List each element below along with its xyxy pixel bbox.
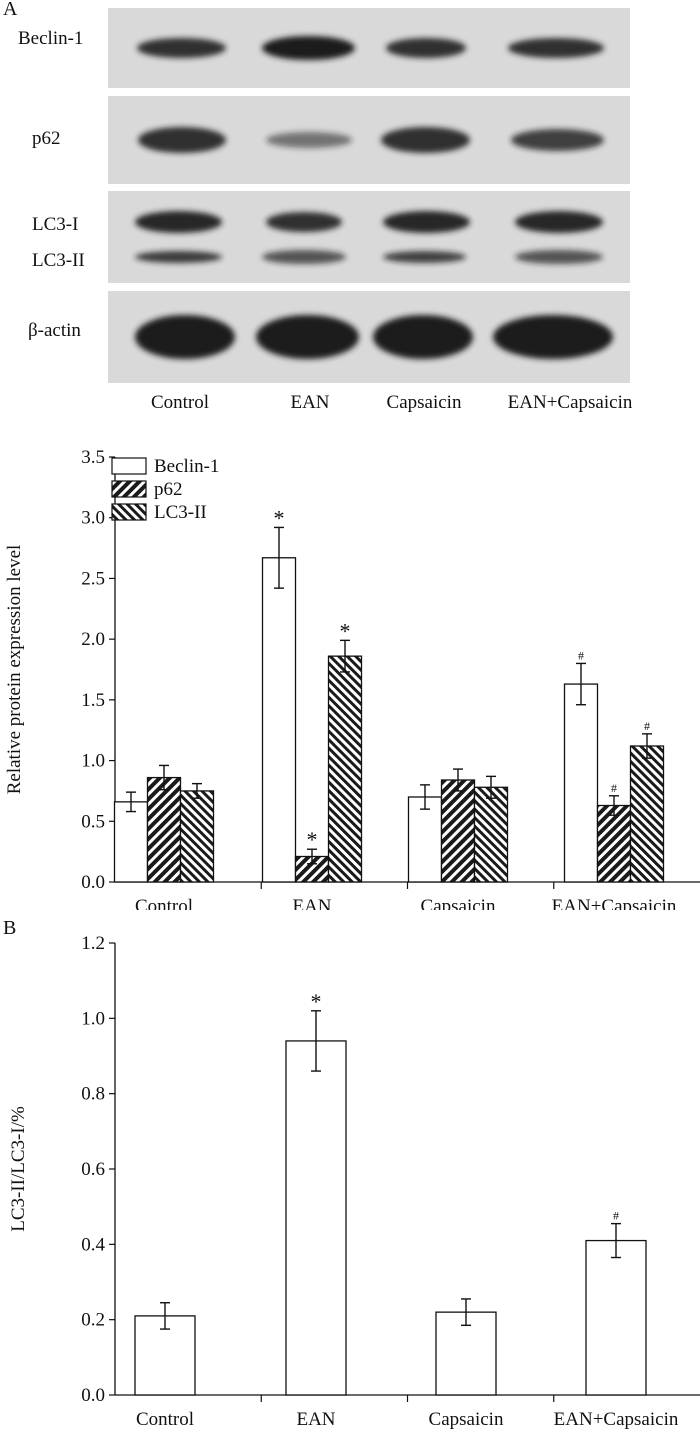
significance-hash: #: [611, 781, 617, 795]
blot-row-p62-band: [138, 127, 226, 153]
y-tick-label: 2.5: [81, 568, 105, 589]
y-axis-title: Relative protein expression level: [4, 545, 25, 795]
bar-p62: [146, 776, 182, 883]
bar-lc3-ii: [629, 745, 665, 883]
bar-lc3-ii-lc3-i: [285, 1040, 347, 1396]
y-tick-label: 3.0: [81, 508, 105, 529]
blot-row-beta-actin-band: [373, 315, 473, 359]
y-axis-title: LC3-II/LC3-I/%: [8, 1106, 29, 1232]
x-tick-label: EAN+Capsaicin: [552, 896, 677, 910]
bar-lc3-ii: [473, 786, 509, 883]
blot-row-beta-actin-band: [135, 315, 235, 359]
significance-star: *: [340, 618, 351, 643]
blot-row-lc3-ii-band: [383, 251, 466, 263]
bar-lc3-ii-lc3-i: [585, 1239, 647, 1396]
bar-p62: [294, 855, 330, 883]
lc3-ratio-chart: 0.0 0.2 0.4 0.6 0.8 1.0 1.2 LC3-II/LC3-I/% Contr…: [8, 933, 700, 1430]
blot-label-beclin: Beclin-1: [18, 28, 84, 49]
blot-row-lc3-membrane: [108, 191, 630, 283]
bar-p62: [596, 804, 632, 883]
blot-row-lc3-band: [266, 212, 342, 232]
y-tick-label: 1.2: [81, 933, 105, 954]
panel-a-label: A: [3, 0, 18, 20]
x-tick-label: Capsaicin: [429, 1409, 504, 1430]
blot-row-lc3-band: [135, 211, 222, 233]
x-tick-label: Control: [136, 1409, 194, 1430]
blot-row-lc3-ii-band: [515, 250, 603, 264]
y-tick-label: 0.4: [81, 1234, 105, 1255]
y-tick-label: 0.2: [81, 1310, 105, 1331]
x-tick-label: EAN: [292, 896, 331, 910]
bar-lc3-ii: [327, 655, 363, 883]
y-tick-label: 2.0: [81, 629, 105, 650]
x-tick-label: EAN+Capsaicin: [554, 1409, 679, 1430]
protein-expression-chart: 0.0 0.5 1.0 1.5 2.0 2.5 3.0 3.5 Relative protein…: [4, 447, 700, 910]
y-tick-label: 1.0: [81, 1008, 105, 1029]
blot-row-p62-band: [381, 127, 470, 153]
y-tick-label: 0.0: [81, 1385, 105, 1406]
y-tick-label: 3.5: [81, 447, 105, 468]
legend-label: p62: [154, 479, 183, 500]
x-tick-label: Control: [135, 896, 193, 910]
legend-swatch: [111, 480, 147, 498]
lane-label-capsaicin: Capsaicin: [386, 392, 462, 413]
y-tick-label: 0.5: [81, 811, 105, 832]
significance-hash: #: [613, 1209, 619, 1223]
blot-row-beclin-band: [262, 36, 355, 60]
blot-row-lc3-band: [383, 211, 470, 233]
blot-label-beta-actin: β-actin: [28, 320, 81, 341]
y-tick-label: 0.6: [81, 1159, 105, 1180]
blot-label-lc3-ii: LC3-II: [32, 250, 85, 271]
x-tick-label: EAN: [296, 1409, 335, 1430]
x-tick-label: Capsaicin: [421, 896, 496, 910]
bar-lc3-ii: [179, 790, 215, 883]
lane-label-control: Control: [150, 392, 210, 413]
y-tick-label: 0.8: [81, 1084, 105, 1105]
lane-label-ean: EAN: [290, 392, 330, 413]
significance-hash: #: [644, 719, 650, 733]
blot-label-lc3-i: LC3-I: [32, 214, 79, 235]
bar-beclin-1: [407, 796, 443, 883]
blot-row-beclin-band: [386, 38, 466, 58]
blot-row-lc3-ii-band: [135, 251, 222, 263]
blot-row-lc3-band: [515, 211, 603, 233]
legend-label: Beclin-1: [154, 456, 219, 477]
blot-row-beta-actin-band: [256, 315, 359, 359]
legend-swatch: [111, 503, 147, 521]
blot-row-lc3-ii-band: [262, 250, 346, 264]
y-tick-label: 0.0: [81, 872, 105, 893]
significance-star: *: [307, 827, 318, 852]
lane-label-ean-capsaicin: EAN+Capsaicin: [507, 392, 633, 413]
panel-b-label: B: [3, 917, 17, 939]
bar-beclin-1: [261, 557, 297, 883]
y-tick-label: 1.0: [81, 751, 105, 772]
significance-star: *: [274, 505, 285, 530]
bar-p62: [440, 779, 476, 883]
blot-label-p62: p62: [32, 128, 61, 149]
bar-beclin-1: [113, 801, 149, 883]
blot-bands: [108, 8, 630, 383]
blot-row-p62-band: [511, 129, 604, 151]
blot-row-beta-actin-band: [493, 315, 613, 359]
blot-row-beclin-band: [508, 38, 604, 58]
legend-swatch: [111, 457, 147, 475]
legend-label: LC3-II: [154, 502, 207, 523]
significance-star: *: [311, 989, 322, 1014]
blot-row-beclin-band: [137, 38, 226, 58]
significance-hash: #: [578, 648, 584, 662]
bar-beclin-1: [563, 683, 599, 883]
blot-row-p62-band: [266, 132, 352, 148]
y-tick-label: 1.5: [81, 690, 105, 711]
